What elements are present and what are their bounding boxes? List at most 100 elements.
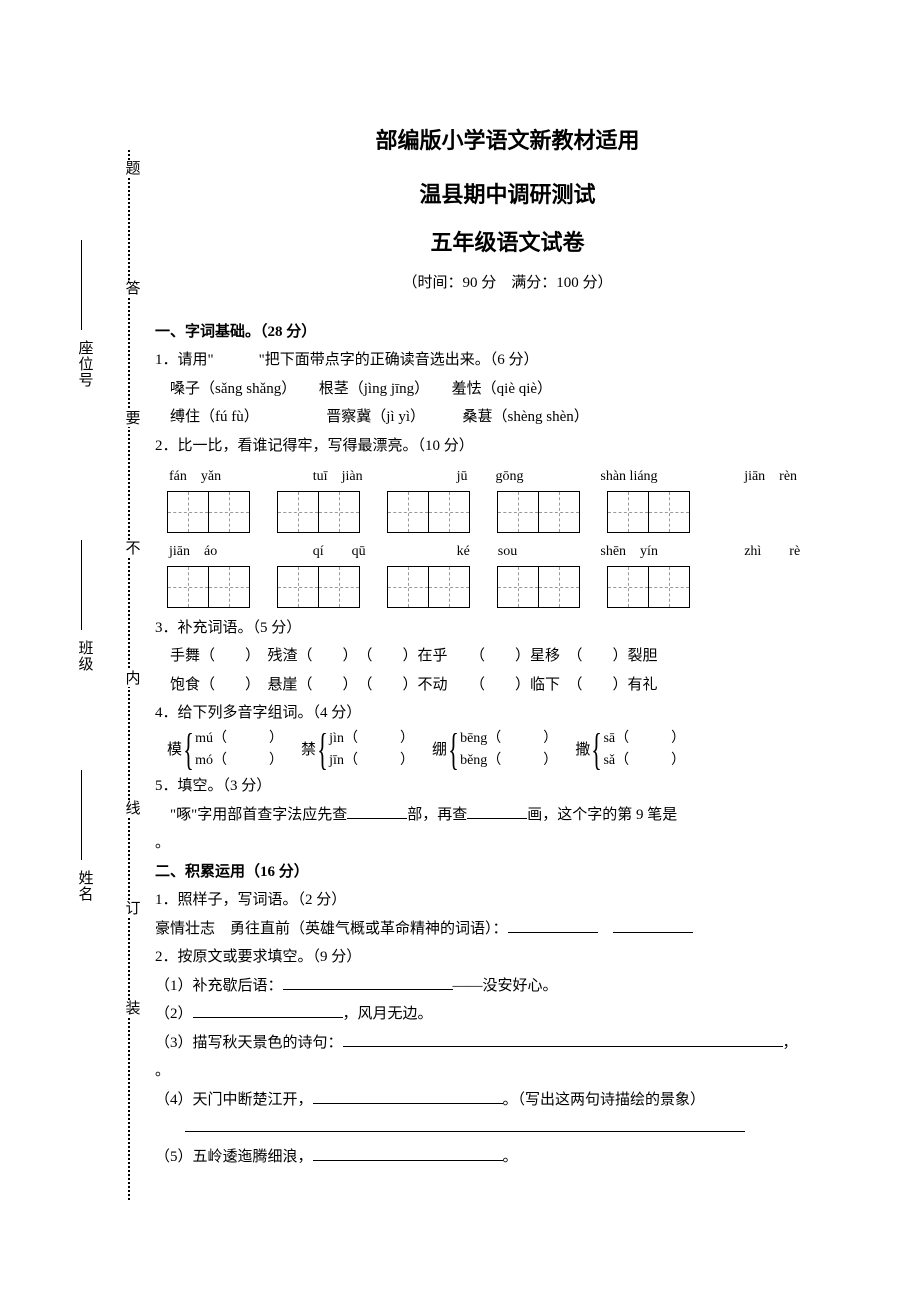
binding-label: 线	[117, 800, 146, 817]
q5-prompt: 5．填空。（3 分）	[155, 772, 860, 801]
text: 。	[503, 1149, 518, 1165]
binding-label: 装	[117, 1000, 146, 1017]
q5-text: "啄"字用部首查字法应先查 部，再查 画，这个字的第 9 笔是	[155, 801, 860, 830]
q2-prompt: 2．比一比，看谁记得牢，写得最漂亮。（10 分）	[155, 432, 860, 461]
blank[interactable]	[193, 1000, 343, 1018]
q4-prompt: 4．给下列多音字组词。（4 分）	[155, 699, 860, 728]
binding-label: 内	[117, 670, 146, 687]
text: （4）天门中断楚江开，	[155, 1092, 313, 1108]
q3-line1: 手舞（ ） 残渣（ ） （ ）在乎 （ ）星移 （ ）裂胆	[155, 642, 860, 671]
poly-opt: mú（ ）	[195, 728, 283, 750]
poly-char: 撒	[575, 736, 590, 765]
section1-title: 一、字词基础。（28 分）	[155, 318, 860, 347]
blank[interactable]	[283, 972, 453, 990]
text: （2）	[155, 1006, 193, 1022]
text: ，风月无边。	[343, 1006, 433, 1022]
boxes-row-1	[155, 491, 860, 533]
s2q2-item5: （5）五岭逶迤腾细浪， 。	[155, 1143, 860, 1172]
pinyin: ké sou	[457, 539, 573, 566]
title-main: 部编版小学语文新教材适用	[155, 120, 860, 162]
form-line	[81, 540, 82, 630]
binding-label: 不	[117, 540, 146, 557]
blank[interactable]	[313, 1143, 503, 1161]
poly-group: 绷 { bēng（ ） běng（ ）	[432, 728, 557, 773]
polyphone-row: 模 { mú（ ） mó（ ） 禁 { jìn（ ） jīn（ ） 绷 { bē…	[155, 728, 860, 773]
blank[interactable]	[185, 1114, 745, 1132]
q3-line2: 饱食（ ） 悬崖（ ） （ ）不动 （ ）临下 （ ）有礼	[155, 671, 860, 700]
pinyin: fán yǎn	[169, 464, 285, 491]
pinyin: tuī jiàn	[313, 464, 429, 491]
form-line	[81, 240, 82, 330]
binding-label: 订	[117, 900, 146, 917]
q5-end: 。	[155, 829, 860, 858]
blank[interactable]	[613, 915, 693, 933]
s2q2-item1: （1）补充歇后语： ——没安好心。	[155, 972, 860, 1001]
poly-opt: bēng（ ）	[460, 728, 557, 750]
brace-icon: {	[592, 728, 603, 772]
subtitle: （时间：90 分 满分：100 分）	[155, 269, 860, 298]
binding-label: 题	[117, 160, 146, 177]
pinyin: jiān áo	[169, 539, 285, 566]
period: 。	[155, 1057, 860, 1086]
q1-line2: 缚住（fú fù） 晋察冀（jì yì） 桑葚（shèng shèn）	[155, 403, 860, 432]
q1-prompt: 1．请用" "把下面带点字的正确读音选出来。（6 分）	[155, 346, 860, 375]
form-line	[81, 770, 82, 860]
section2-title: 二、积累运用（16 分）	[155, 858, 860, 887]
text: ，	[783, 1035, 798, 1051]
text: 部，再查	[407, 807, 467, 823]
form-label-name: 姓名	[70, 870, 99, 902]
poly-group: 撒 { sā（ ） sǎ（ ）	[575, 728, 685, 773]
poly-char: 模	[167, 736, 182, 765]
brace-icon: {	[317, 728, 328, 772]
q3-prompt: 3．补充词语。（5 分）	[155, 614, 860, 643]
brace-icon: {	[448, 728, 459, 772]
blank[interactable]	[508, 915, 598, 933]
text: （5）五岭逶迤腾细浪，	[155, 1149, 313, 1165]
s2q1-prompt: 1．照样子，写词语。（2 分）	[155, 886, 860, 915]
poly-opt: sǎ（ ）	[603, 750, 685, 772]
title-sub2: 五年级语文试卷	[155, 222, 860, 264]
text: 画，这个字的第 9 笔是	[527, 807, 677, 823]
s2q2-item2: （2） ，风月无边。	[155, 1000, 860, 1029]
text: （1）补充歇后语：	[155, 978, 283, 994]
binding-label: 要	[117, 410, 146, 427]
poly-char: 禁	[301, 736, 316, 765]
q1-line1: 嗓子（sǎng shǎng） 根茎（jìng jīng） 羞怯（qiè qiè）	[155, 375, 860, 404]
s2q2-item3: （3）描写秋天景色的诗句： ，	[155, 1029, 860, 1058]
pinyin: jiān rèn	[744, 464, 860, 491]
pinyin: qí qū	[313, 539, 429, 566]
poly-opt: běng（ ）	[460, 750, 557, 772]
poly-char: 绷	[432, 736, 447, 765]
brace-icon: {	[183, 728, 194, 772]
text: "啄"字用部首查字法应先查	[170, 807, 347, 823]
pinyin: shēn yín	[600, 539, 716, 566]
s2q1-text: 豪情壮志 勇往直前（英雄气概或革命精神的词语）：	[155, 915, 860, 944]
form-label-class: 班级	[70, 640, 99, 672]
poly-opt: mó（ ）	[195, 750, 283, 772]
blank[interactable]	[467, 801, 527, 819]
pinyin: shàn liáng	[600, 464, 716, 491]
poly-opt: jìn（ ）	[329, 728, 414, 750]
pinyin-row-2: jiān áo qí qū ké sou shēn yín zhì rè	[155, 539, 860, 566]
blank[interactable]	[313, 1086, 503, 1104]
poly-group: 模 { mú（ ） mó（ ）	[167, 728, 283, 773]
text: 豪情壮志 勇往直前（英雄气概或革命精神的词语）：	[155, 921, 508, 937]
form-label-seat: 座位号	[70, 340, 99, 388]
s2q2-prompt: 2．按原文或要求填空。（9 分）	[155, 943, 860, 972]
poly-opt: jīn（ ）	[329, 750, 414, 772]
text: ——没安好心。	[453, 978, 558, 994]
text: 。（写出这两句诗描绘的景象）	[503, 1092, 706, 1108]
binding-margin: 题 答 要 不 内 线 订 装 座位号 班级 姓名	[95, 150, 135, 1200]
title-sub1: 温县期中调研测试	[155, 174, 860, 216]
blank[interactable]	[347, 801, 407, 819]
boxes-row-2	[155, 566, 860, 608]
binding-label: 答	[117, 280, 146, 297]
pinyin-row-1: fán yǎn tuī jiàn jū gōng shàn liáng jiān…	[155, 464, 860, 491]
pinyin: zhì rè	[744, 539, 860, 566]
text: （3）描写秋天景色的诗句：	[155, 1035, 343, 1051]
pinyin: jū gōng	[457, 464, 573, 491]
s2q2-item4: （4）天门中断楚江开， 。（写出这两句诗描绘的景象）	[155, 1086, 860, 1115]
poly-group: 禁 { jìn（ ） jīn（ ）	[301, 728, 414, 773]
blank[interactable]	[343, 1029, 783, 1047]
poly-opt: sā（ ）	[603, 728, 685, 750]
